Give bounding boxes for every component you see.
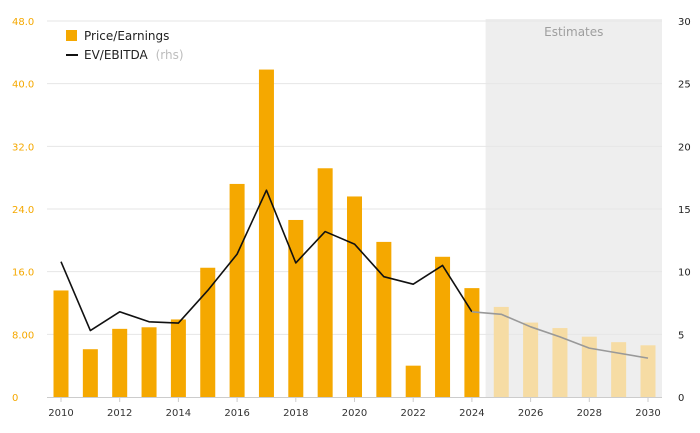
right-tick-label: 20 [678, 142, 691, 153]
bar-series-price-earnings [53, 69, 656, 398]
bar-2018 [288, 219, 304, 397]
bar-2017 [258, 69, 274, 398]
right-tick-label: 0 [678, 393, 684, 404]
left-tick-label: 8.00 [12, 330, 34, 341]
bar-2027 [552, 328, 568, 397]
bar-2024 [464, 288, 480, 397]
bar-2030 [640, 345, 656, 397]
right-axis: 0 5 10 15 20 25 30 [678, 17, 691, 404]
x-tick-label: 2024 [459, 408, 484, 419]
x-tick-label: 2026 [518, 408, 543, 419]
right-tick-label: 5 [678, 330, 684, 341]
legend-label-price-earnings: Price/Earnings [84, 29, 169, 43]
x-tick-label: 2016 [224, 408, 249, 419]
line-ev-ebitda-actual [60, 189, 473, 332]
bar-2020 [347, 196, 362, 397]
x-tick-label: 2028 [577, 408, 602, 419]
legend-label-ev-ebitda-suffix: (rhs) [156, 48, 184, 62]
bar-2028 [581, 336, 597, 397]
bar-2026 [523, 322, 539, 397]
x-tick-label: 2020 [342, 408, 367, 419]
bar-2021 [376, 241, 392, 397]
right-tick-label: 30 [678, 17, 691, 28]
legend-label-ev-ebitda-name: EV/EBITDA [84, 48, 149, 62]
bar-2023 [435, 256, 451, 397]
x-tick-label: 2012 [107, 408, 132, 419]
left-tick-label: 48.0 [12, 17, 34, 28]
bar-2014 [170, 319, 186, 397]
bar-2025 [493, 306, 509, 397]
line-series-ev-ebitda [60, 189, 649, 359]
right-tick-label: 10 [678, 268, 691, 279]
left-axis: 0 8.00 16.0 24.0 32.0 40.0 48.0 [12, 17, 34, 404]
estimates-region [485, 19, 662, 397]
left-tick-label: 32.0 [12, 142, 34, 153]
x-tick-label: 2022 [400, 408, 425, 419]
left-tick-label: 24.0 [12, 205, 34, 216]
bar-2022 [405, 365, 421, 397]
bar-2013 [141, 327, 157, 397]
legend: Price/Earnings EV/EBITDA (rhs) [66, 29, 184, 62]
x-tick-label: 2010 [48, 408, 73, 419]
bar-2019 [317, 168, 333, 397]
x-axis: 2010 2012 2014 2016 2018 2020 2022 2024 2026 2028… [48, 398, 661, 419]
bar-2010 [53, 290, 69, 397]
legend-label-ev-ebitda: EV/EBITDA (rhs) [84, 48, 184, 62]
x-tick-label: 2018 [283, 408, 308, 419]
right-tick-label: 15 [678, 205, 691, 216]
bar-2015 [200, 267, 216, 397]
x-tick-label: 2014 [166, 408, 191, 419]
legend-swatch-price-earnings [66, 30, 77, 41]
bar-2016 [229, 183, 245, 397]
line-ev-ebitda-estimate [471, 310, 649, 359]
right-tick-label: 25 [678, 80, 691, 91]
bar-2012 [112, 328, 128, 397]
left-tick-label: 0 [12, 393, 18, 404]
x-tick-label: 2030 [635, 408, 660, 419]
estimates-label: Estimates [544, 25, 603, 39]
bar-2029 [611, 342, 627, 397]
bar-2011 [82, 349, 98, 397]
left-tick-label: 40.0 [12, 80, 34, 91]
left-tick-label: 16.0 [12, 268, 34, 279]
